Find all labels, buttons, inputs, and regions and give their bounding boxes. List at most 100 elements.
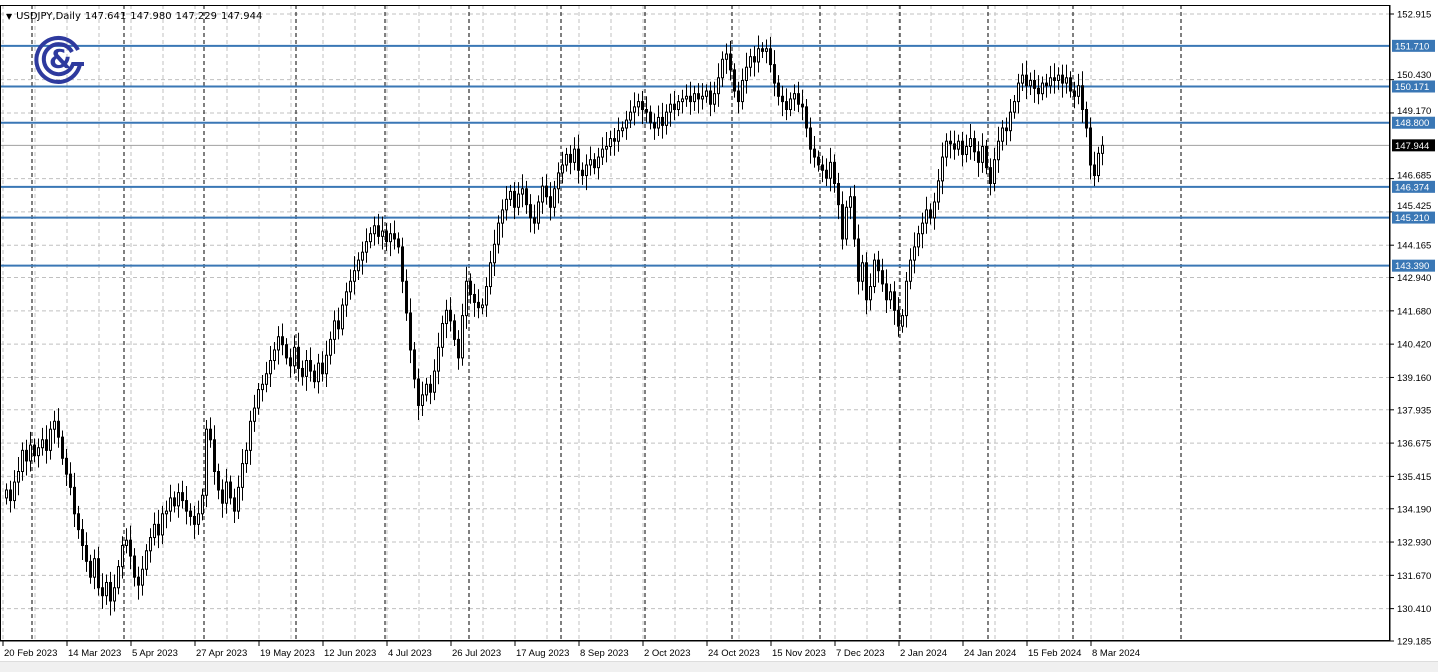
candle-bull [1041, 82, 1044, 95]
time-tick-label: 5 Apr 2023 [132, 648, 178, 659]
logo: & [34, 35, 84, 84]
candle-bull [933, 201, 936, 219]
candle-bull [489, 262, 492, 288]
level-label-bg [1392, 180, 1435, 193]
candle-bear [233, 497, 236, 512]
candle-bull [1101, 144, 1104, 154]
candle-bear [641, 101, 644, 111]
candle-bull [793, 93, 796, 100]
price-tick-label: 137.935 [1397, 405, 1431, 416]
candle-bear [101, 587, 104, 597]
level-label: 151.710 [1395, 41, 1429, 52]
candle-bear [453, 320, 456, 340]
candle-bull [1001, 127, 1004, 142]
candle-bull [421, 394, 424, 406]
candle-bull [121, 544, 124, 568]
candle-bull [913, 246, 916, 261]
time-axis[interactable]: 20 Feb 2023 14 Mar 2023 5 Apr 2023 27 Apr 2… [0, 640, 1390, 659]
candle-bear [661, 116, 664, 126]
candle-bear [221, 489, 224, 504]
candle-bear [1025, 74, 1028, 87]
candle-bull [901, 315, 904, 327]
candle-bear [865, 262, 868, 301]
candle-bear [61, 436, 64, 459]
candle-bull [609, 138, 612, 148]
candle-bull [861, 262, 864, 282]
candle-bull [573, 148, 576, 163]
candle-bull [873, 259, 876, 288]
price-tick-label: 142.940 [1397, 273, 1431, 284]
candle-bear [1037, 87, 1040, 95]
candle-bull [497, 222, 500, 245]
candle-bull [509, 190, 512, 200]
candle-bear [857, 238, 860, 282]
price-tick-label: 135.415 [1397, 472, 1431, 483]
candle-bear [529, 204, 532, 219]
candle-bear [837, 182, 840, 206]
candle-bull [1065, 77, 1068, 84]
candle-bear [313, 370, 316, 383]
time-tick-label: 15 Feb 2024 [1028, 648, 1081, 659]
candle-bull [745, 66, 748, 81]
candle-bull [565, 153, 568, 166]
candle-bull [105, 581, 108, 597]
candle-bear [545, 185, 548, 198]
price-axis[interactable]: 152.915 150.430 149.170 146.685 145.425 144.1… [1389, 5, 1435, 648]
time-tick-label: 27 Apr 2023 [196, 648, 247, 659]
candle-bear [769, 48, 772, 66]
candle-bear [893, 291, 896, 311]
price-tick-label: 132.930 [1397, 538, 1431, 549]
triangle-down-icon[interactable]: ▼ [6, 12, 13, 21]
candle-bear [761, 48, 764, 52]
candle-bear [825, 169, 828, 179]
candle-bear [65, 457, 68, 475]
candle-bull [561, 164, 564, 174]
candle-bear [281, 336, 284, 346]
candle-bull [1021, 74, 1024, 84]
candle-bull [957, 140, 960, 150]
candle-bull [945, 140, 948, 158]
candle-bull [1013, 101, 1016, 113]
candle-bear [69, 473, 72, 488]
candle-bull [925, 209, 928, 224]
candle-bear [209, 428, 212, 441]
candle-bull [789, 98, 792, 111]
candle-bear [413, 349, 416, 380]
candle-bear [297, 346, 300, 369]
candle-bear [449, 309, 452, 322]
candle-bear [469, 280, 472, 295]
candle-bear [833, 161, 836, 184]
candle-bull [557, 172, 560, 190]
candle-bull [629, 111, 632, 121]
candle-bear [429, 383, 432, 393]
candle-bear [405, 280, 408, 314]
candle-bull [889, 291, 892, 301]
candle-bear [513, 190, 516, 208]
candle-bear [881, 270, 884, 285]
candle-bear [697, 93, 700, 100]
candle-bear [217, 471, 220, 491]
candle-bull [21, 449, 24, 473]
price-tick-label: 131.670 [1397, 571, 1431, 582]
candle-bull [505, 198, 508, 211]
candle-bull [265, 373, 268, 385]
candle-bear [1073, 90, 1076, 97]
candle-bull [241, 463, 244, 488]
candle-bear [337, 320, 340, 330]
candle-bear [189, 510, 192, 517]
price-tick-label: 129.185 [1397, 637, 1431, 648]
candle-bull [1017, 82, 1020, 103]
candle-bull [621, 127, 624, 132]
candle-bear [33, 444, 36, 457]
price-tick-label: 140.420 [1397, 340, 1431, 351]
candle-bull [237, 486, 240, 512]
candle-bear [773, 64, 776, 84]
candle-bull [601, 148, 604, 158]
time-tick-label: 8 Mar 2024 [1092, 648, 1140, 659]
candle-bear [81, 529, 84, 546]
candle-bear [109, 581, 112, 602]
candle-bull [441, 323, 444, 348]
candle-bull [49, 428, 52, 451]
candle-bear [885, 283, 888, 301]
